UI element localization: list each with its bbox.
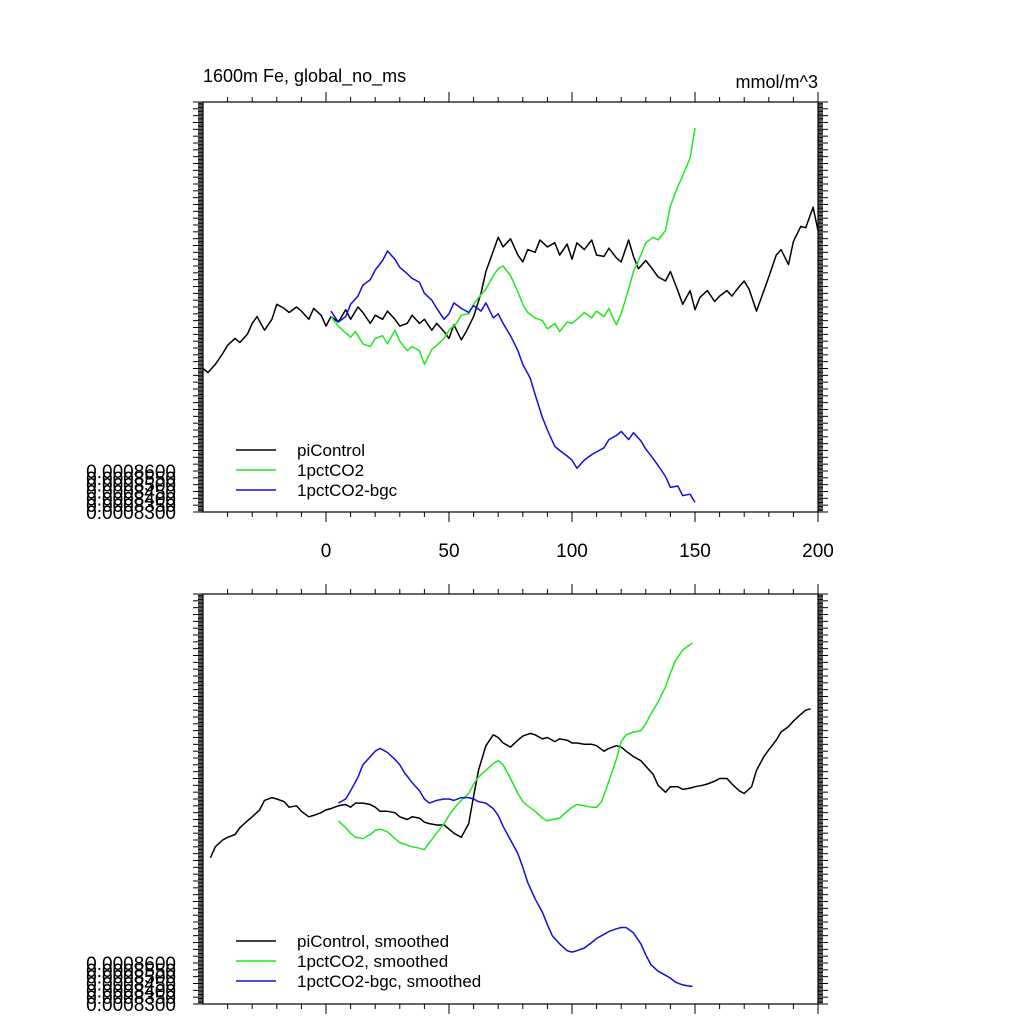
y-tick-label: 0.0008550 <box>86 469 176 490</box>
axis-ticks <box>193 584 828 1014</box>
y-tick-label: 0.0008350 <box>86 988 176 1009</box>
axis-ticks <box>193 92 828 522</box>
units-label: mmol/m^3 <box>736 72 818 92</box>
x-axis-tick-labels: 0 50 100 150 200 <box>321 541 834 562</box>
legend-label: 1pctCO2 <box>297 461 364 480</box>
x-tick-label: 0 <box>321 541 332 562</box>
y-tick-label: 0.0008300 <box>86 503 176 524</box>
plot-frame <box>202 593 819 1005</box>
y-tick-label: 0.0008300 <box>86 995 176 1016</box>
legend-label: 1pctCO2, smoothed <box>297 952 448 971</box>
series-line-piControl <box>209 708 811 859</box>
legend-label: piControl <box>297 441 365 460</box>
series-line-1pctCO2-bgc <box>330 250 696 503</box>
legend-label: 1pctCO2-bgc <box>297 481 398 500</box>
y-tick-label: 0.0008600 <box>86 954 176 975</box>
data-series <box>209 642 811 987</box>
top-panel: 1600m Fe, global_no_ms mmol/m^3 0.000830… <box>86 66 834 562</box>
y-tick-label: 0.0008600 <box>86 462 176 483</box>
series-line-1pctCO2 <box>330 127 696 366</box>
y-tick-label: 0.0008500 <box>86 476 176 497</box>
y-tick-label: 0.0008400 <box>86 489 176 510</box>
x-tick-label: 150 <box>679 541 711 562</box>
x-tick-label: 50 <box>438 541 459 562</box>
y-tick-label: 0.0008500 <box>86 968 176 989</box>
legend-label: 1pctCO2-bgc, smoothed <box>297 972 481 991</box>
legend-label: piControl, smoothed <box>297 932 449 951</box>
x-tick-label: 100 <box>556 541 588 562</box>
x-tick-label: 200 <box>802 541 834 562</box>
bottom-panel: 0.00083000.00083500.00084000.00084500.00… <box>86 584 828 1016</box>
series-line-piControl <box>202 206 819 374</box>
series-line-1pctCO2 <box>337 642 693 851</box>
chart-title: 1600m Fe, global_no_ms <box>203 66 406 87</box>
data-series <box>202 127 819 503</box>
y-tick-label: 0.0008350 <box>86 496 176 517</box>
y-tick-label: 0.0008550 <box>86 961 176 982</box>
series-line-1pctCO2-bgc <box>337 747 693 987</box>
y-tick-label: 0.0008450 <box>86 483 176 504</box>
y-axis-tick-labels: 0.00083000.00083500.00084000.00084500.00… <box>86 954 176 1016</box>
y-tick-label: 0.0008400 <box>86 981 176 1002</box>
y-tick-label: 0.0008450 <box>86 975 176 996</box>
y-axis-tick-labels: 0.00083000.00083500.00084000.00084500.00… <box>86 462 176 524</box>
